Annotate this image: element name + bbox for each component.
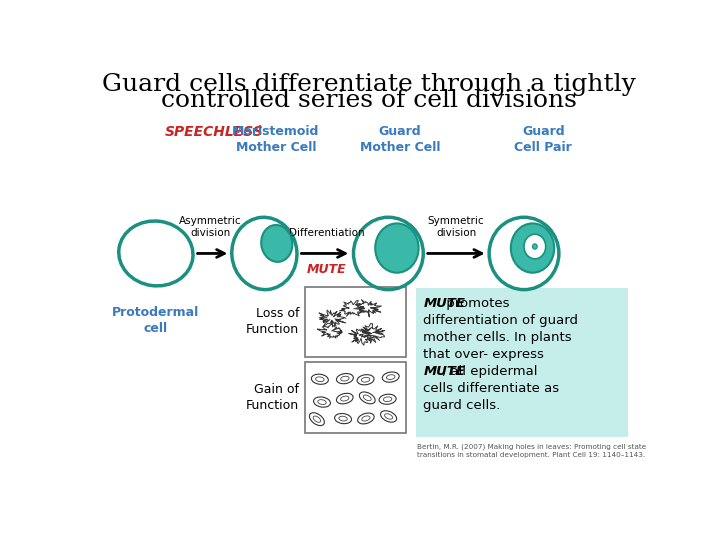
- Ellipse shape: [318, 400, 326, 404]
- Text: that over- express: that over- express: [423, 348, 544, 361]
- Ellipse shape: [313, 397, 330, 407]
- Ellipse shape: [358, 413, 374, 424]
- Ellipse shape: [379, 394, 396, 404]
- Ellipse shape: [341, 376, 349, 381]
- Ellipse shape: [383, 397, 392, 402]
- Ellipse shape: [533, 244, 537, 249]
- Text: promotes: promotes: [441, 298, 509, 310]
- Ellipse shape: [510, 224, 554, 273]
- Text: Meristemoid
Mother Cell: Meristemoid Mother Cell: [233, 125, 320, 154]
- Text: Guard
Cell Pair: Guard Cell Pair: [515, 125, 572, 154]
- Ellipse shape: [387, 375, 395, 380]
- Text: controlled series of cell divisions: controlled series of cell divisions: [161, 90, 577, 112]
- Ellipse shape: [336, 374, 354, 384]
- Ellipse shape: [339, 416, 347, 421]
- Text: Protodermal
cell: Protodermal cell: [112, 306, 199, 335]
- Text: SPEECHLESS: SPEECHLESS: [165, 125, 264, 139]
- Ellipse shape: [382, 372, 399, 382]
- Text: Symmetric
division: Symmetric division: [428, 217, 485, 238]
- Ellipse shape: [335, 414, 351, 424]
- Text: Gain of
Function: Gain of Function: [246, 383, 300, 412]
- Ellipse shape: [313, 416, 320, 422]
- Text: Guard cells differentiate through a tightly: Guard cells differentiate through a tigh…: [102, 72, 636, 96]
- Ellipse shape: [361, 416, 370, 421]
- Text: guard cells.: guard cells.: [423, 399, 500, 412]
- Ellipse shape: [381, 411, 397, 422]
- Text: Guard
Mother Cell: Guard Mother Cell: [360, 125, 440, 154]
- Text: differentiation of guard: differentiation of guard: [423, 314, 578, 327]
- Ellipse shape: [341, 396, 349, 401]
- Text: MUTE: MUTE: [307, 262, 346, 276]
- Text: mother cells. In plants: mother cells. In plants: [423, 331, 572, 344]
- Text: cells differentiate as: cells differentiate as: [423, 382, 559, 395]
- Bar: [305, 362, 406, 433]
- Ellipse shape: [310, 413, 325, 426]
- Ellipse shape: [364, 395, 372, 401]
- Ellipse shape: [524, 234, 546, 259]
- Ellipse shape: [359, 392, 375, 404]
- Ellipse shape: [375, 224, 418, 273]
- Text: MUTE: MUTE: [423, 298, 465, 310]
- Ellipse shape: [336, 393, 353, 404]
- Ellipse shape: [311, 374, 328, 384]
- Bar: [305, 287, 406, 357]
- Ellipse shape: [357, 375, 374, 385]
- Text: Loss of
Function: Loss of Function: [246, 307, 300, 336]
- Ellipse shape: [361, 377, 370, 382]
- Text: Differentiation: Differentiation: [289, 228, 364, 238]
- FancyBboxPatch shape: [415, 288, 628, 437]
- Text: MUTE: MUTE: [423, 365, 465, 378]
- Ellipse shape: [315, 377, 324, 382]
- Ellipse shape: [261, 225, 292, 262]
- Text: , all epidermal: , all epidermal: [441, 365, 537, 378]
- Text: Asymmetric
division: Asymmetric division: [179, 217, 241, 238]
- Text: Bertin, M.R. (2007) Making holes in leaves: Promoting cell state
transitions in : Bertin, M.R. (2007) Making holes in leav…: [417, 444, 647, 457]
- Ellipse shape: [384, 414, 392, 419]
